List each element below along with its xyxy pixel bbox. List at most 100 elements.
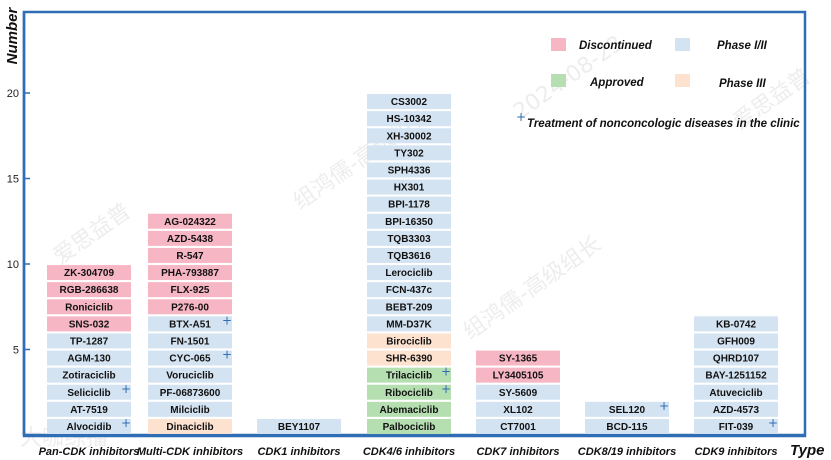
drug-label-lerociclib: Lerociclib — [385, 268, 432, 279]
drug-block-bpi-1178 — [367, 196, 451, 212]
drug-label-qhrd107: QHRD107 — [713, 354, 760, 365]
nononcologic-mark: + — [222, 348, 232, 362]
legend: Discontinued Phase I/II Approved Phase III +… — [516, 38, 800, 130]
drug-block-zotiraciclib — [47, 367, 131, 383]
drug-block-sel120 — [585, 401, 669, 417]
drug-block-lerociclib — [367, 265, 451, 281]
drug-block-ag-024322 — [148, 213, 232, 229]
column-cdk8-19-inhibitors: BCD-115 SEL120 + — [585, 399, 669, 434]
drug-block-zk-304709 — [47, 265, 131, 281]
drug-label-pf-06873600: PF-06873600 — [160, 388, 221, 399]
drug-block-cyc-065 — [148, 350, 232, 366]
drug-label-btx-a51: BTX-A51 — [169, 319, 211, 330]
drug-label-fn-1501: FN-1501 — [171, 336, 210, 347]
drug-label-r-547: R-547 — [176, 251, 204, 262]
drug-label-tqb3303: TQB3303 — [387, 234, 431, 245]
drug-label-alvocidib: Alvocidib — [66, 422, 111, 433]
drug-label-bcd-115: BCD-115 — [606, 422, 648, 433]
drug-label-xl102: XL102 — [503, 405, 533, 416]
drug-label-tqb3616: TQB3616 — [387, 251, 431, 262]
drug-block-ly3405105 — [476, 367, 560, 383]
y-tick-label: 15 — [7, 174, 19, 186]
drug-block-bay-1251152 — [694, 367, 778, 383]
drug-block-ct7001 — [476, 418, 560, 434]
drug-label-hs-10342: HS-10342 — [386, 114, 431, 125]
drug-block-sy-1365 — [476, 350, 560, 366]
drug-label-bay-1251152: BAY-1251152 — [705, 371, 767, 382]
legend-label-phase-i-ii: Phase I/II — [717, 40, 768, 52]
category-label-pan-cdk-inhibitors: Pan-CDK inhibitors — [39, 446, 140, 458]
category-label-cdk4-6-inhibitors: CDK4/6 inhibitors — [363, 446, 455, 458]
nononcologic-mark: + — [441, 365, 451, 379]
y-tick-label: 10 — [7, 259, 19, 271]
drug-label-bey1107: BEY1107 — [278, 422, 321, 433]
drug-block-sy-5609 — [476, 384, 560, 400]
drug-block-fcn-437c — [367, 282, 451, 298]
drug-label-sph4336: SPH4336 — [388, 165, 431, 176]
drug-block-palbociclib — [367, 418, 451, 434]
drug-block-tqb3616 — [367, 247, 451, 263]
drug-label-ag-024322: AG-024322 — [164, 217, 216, 228]
drug-block-tqb3303 — [367, 230, 451, 246]
drug-label-azd-4573: AZD-4573 — [713, 405, 760, 416]
column-cdk1-inhibitors: BEY1107 — [257, 418, 341, 434]
drug-label-fcn-437c: FCN-437c — [386, 285, 433, 296]
drug-block-ribociclib — [367, 384, 451, 400]
legend-note-symbol: + — [516, 110, 526, 124]
drug-block-pha-793887 — [148, 265, 232, 281]
drug-block-tp-1287 — [47, 333, 131, 349]
drug-label-at-7519: AT-7519 — [70, 405, 108, 416]
drug-label-ribociclib: Ribociclib — [385, 388, 433, 399]
drug-label-voruciclib: Voruciclib — [166, 371, 214, 382]
drug-block-fit-039 — [694, 418, 778, 434]
drug-block-xl102 — [476, 401, 560, 417]
drug-block-kb-0742 — [694, 316, 778, 332]
drug-label-ly3405105: LY3405105 — [493, 371, 544, 382]
nononcologic-mark: + — [121, 416, 131, 430]
drug-block-bcd-115 — [585, 418, 669, 434]
drug-label-gfh009: GFH009 — [717, 336, 755, 347]
drug-label-tp-1287: TP-1287 — [70, 336, 109, 347]
drug-label-bpi-16350: BPI-16350 — [385, 217, 433, 228]
y-tick-label: 5 — [13, 345, 19, 357]
drug-block-milciclib — [148, 401, 232, 417]
column-cdk9-inhibitors: FIT-039 + AZD-4573 Atuveciclib BAY-1251152 QH… — [694, 316, 778, 434]
drug-blocks: Alvocidib + AT-7519 Seliciclib + Zotiraciclib… — [47, 94, 778, 434]
axes: 5 10 15 20 Number Type — [4, 7, 824, 459]
drug-label-milciclib: Milciclib — [170, 405, 209, 416]
category-label-cdk9-inhibitors: CDK9 inhibitors — [694, 446, 777, 458]
y-axis-title: Number — [4, 7, 21, 65]
legend-swatch-phase-i-ii — [675, 38, 690, 51]
legend-label-approved: Approved — [589, 77, 645, 89]
drug-label-atuveciclib: Atuveciclib — [709, 388, 762, 399]
drug-block-ty302 — [367, 145, 451, 161]
drug-label-rgb-286638: RGB-286638 — [60, 285, 119, 296]
drug-label-sel120: SEL120 — [609, 405, 646, 416]
drug-block-birociclib — [367, 333, 451, 349]
drug-label-xh-30002: XH-30002 — [386, 131, 431, 142]
nononcologic-mark: + — [768, 416, 778, 430]
drug-block-btx-a51 — [148, 316, 232, 332]
drug-block-cs3002 — [367, 94, 451, 110]
drug-block-azd-4573 — [694, 401, 778, 417]
legend-swatch-approved — [551, 74, 566, 87]
drug-block-p276-00 — [148, 299, 232, 315]
drug-label-p276-00: P276-00 — [171, 302, 209, 313]
category-label-cdk7-inhibitors: CDK7 inhibitors — [476, 446, 559, 458]
drug-block-voruciclib — [148, 367, 232, 383]
drug-block-hx301 — [367, 179, 451, 195]
drug-label-azd-5438: AZD-5438 — [167, 234, 214, 245]
x-axis-title: Type — [790, 442, 824, 459]
nononcologic-mark: + — [659, 399, 669, 413]
drug-block-at-7519 — [47, 401, 131, 417]
category-label-cdk1-inhibitors: CDK1 inhibitors — [257, 446, 340, 458]
y-tick-label: 20 — [7, 88, 19, 100]
drug-block-flx-925 — [148, 282, 232, 298]
legend-swatch-phase-iii — [675, 74, 690, 87]
drug-label-birociclib: Birociclib — [386, 336, 432, 347]
drug-block-hs-10342 — [367, 111, 451, 127]
drug-block-gfh009 — [694, 333, 778, 349]
drug-block-rgb-286638 — [47, 282, 131, 298]
drug-block-xh-30002 — [367, 128, 451, 144]
